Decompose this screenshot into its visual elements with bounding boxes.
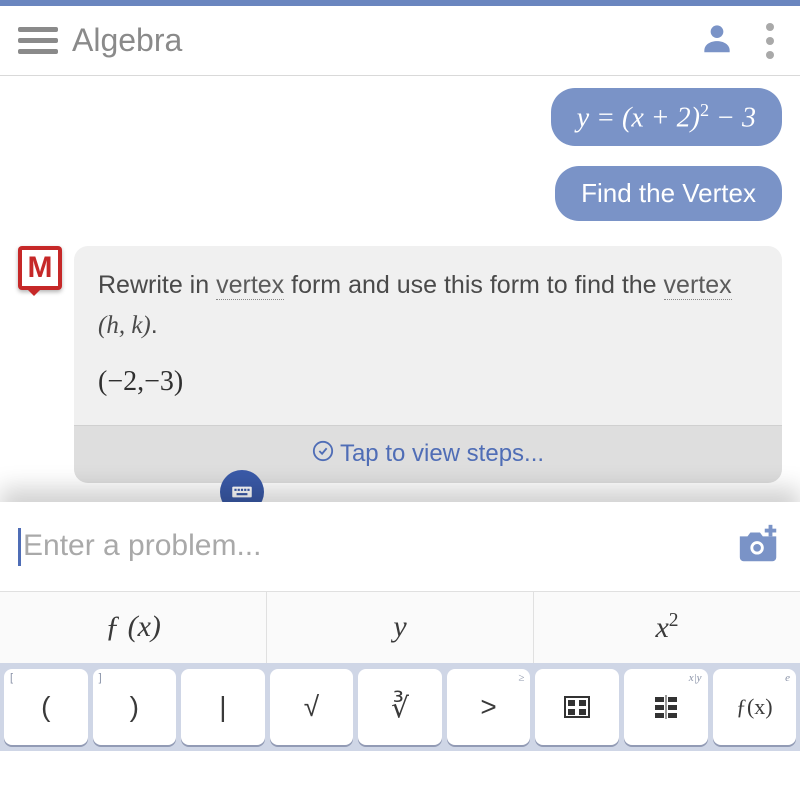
view-steps-button[interactable]: Tap to view steps... — [74, 425, 782, 483]
camera-icon[interactable] — [736, 524, 782, 569]
bot-avatar-icon: M — [18, 246, 62, 290]
key-greater[interactable]: ≥> — [447, 669, 531, 745]
profile-icon[interactable] — [698, 19, 736, 62]
matrix-icon — [564, 696, 590, 718]
app-header: Algebra — [0, 6, 800, 76]
input-row: Enter a problem... — [0, 502, 800, 591]
key-nroot[interactable]: ∛ — [358, 669, 442, 745]
key-pipe[interactable]: | — [181, 669, 265, 745]
tab-x2[interactable]: x2 — [534, 592, 800, 663]
more-options-icon[interactable] — [766, 23, 782, 59]
key-open-paren[interactable]: [( — [4, 669, 88, 745]
keyboard-row: [( ]) | √ ∛ ≥> x|y eƒ(x) — [0, 663, 800, 751]
table-icon — [653, 695, 679, 719]
bot-response-card: Rewrite in vertex form and use this form… — [74, 246, 782, 483]
key-table[interactable]: x|y — [624, 669, 708, 745]
input-panel: Enter a problem... ƒ (x) y x2 [( ]) | √ … — [0, 502, 800, 800]
bot-message-row: M Rewrite in vertex form and use this fo… — [18, 246, 782, 483]
key-sqrt[interactable]: √ — [270, 669, 354, 745]
tab-y[interactable]: y — [267, 592, 534, 663]
key-function[interactable]: eƒ(x) — [713, 669, 797, 745]
tab-fx[interactable]: ƒ (x) — [0, 592, 267, 663]
user-message-action: Find the Vertex — [555, 166, 782, 221]
page-title: Algebra — [72, 22, 182, 59]
key-close-paren[interactable]: ]) — [93, 669, 177, 745]
bot-response-text: Rewrite in vertex form and use this form… — [74, 246, 782, 425]
key-matrix[interactable] — [535, 669, 619, 745]
check-icon — [312, 440, 334, 469]
bot-answer: (−2,−3) — [98, 360, 758, 403]
chat-area: y = (x + 2)2 − 3 Find the Vertex M Rewri… — [0, 76, 800, 506]
vertex-link-1[interactable]: vertex — [216, 271, 284, 300]
vertex-link-2[interactable]: vertex — [664, 271, 732, 300]
user-message-equation: y = (x + 2)2 − 3 — [551, 88, 782, 146]
function-tabs: ƒ (x) y x2 — [0, 591, 800, 663]
hamburger-menu-icon[interactable] — [18, 21, 58, 61]
problem-input[interactable]: Enter a problem... — [18, 528, 736, 566]
